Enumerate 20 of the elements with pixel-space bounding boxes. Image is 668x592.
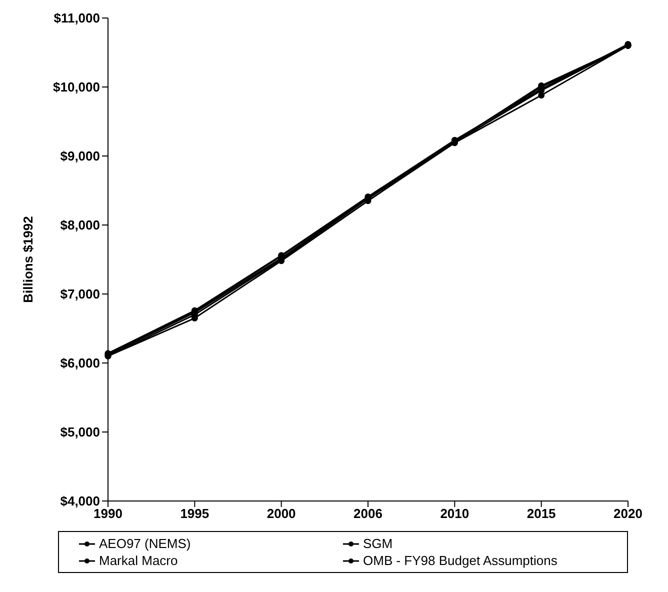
y-tick-label: $7,000	[60, 286, 100, 302]
y-tick-label: $8,000	[60, 218, 100, 233]
legend-label: Markal Macro	[99, 553, 178, 568]
y-tick-label: $11,000	[54, 10, 100, 26]
x-tick-label: 1990	[94, 506, 122, 522]
legend-label: OMB - FY98 Budget Assumptions	[363, 553, 558, 568]
legend-label: SGM	[363, 536, 393, 551]
x-tick-label: 2020	[614, 506, 642, 522]
y-tick-label: $10,000	[53, 80, 100, 95]
y-tick-label: $6,000	[60, 356, 100, 371]
x-tick-label: 2000	[266, 506, 296, 522]
y-axis-title: Billions $1992	[20, 216, 36, 303]
x-tick-label: 2010	[440, 506, 470, 522]
legend-label: AEO97 (NEMS)	[99, 536, 191, 551]
y-tick-label: $9,000	[60, 148, 100, 164]
x-tick-label: 2015	[526, 506, 556, 522]
y-tick-label: $4,000	[60, 494, 100, 509]
x-tick-label: 2006	[354, 506, 382, 522]
y-tick-label: $5,000	[60, 424, 100, 440]
x-tick-label: 1995	[180, 506, 210, 522]
